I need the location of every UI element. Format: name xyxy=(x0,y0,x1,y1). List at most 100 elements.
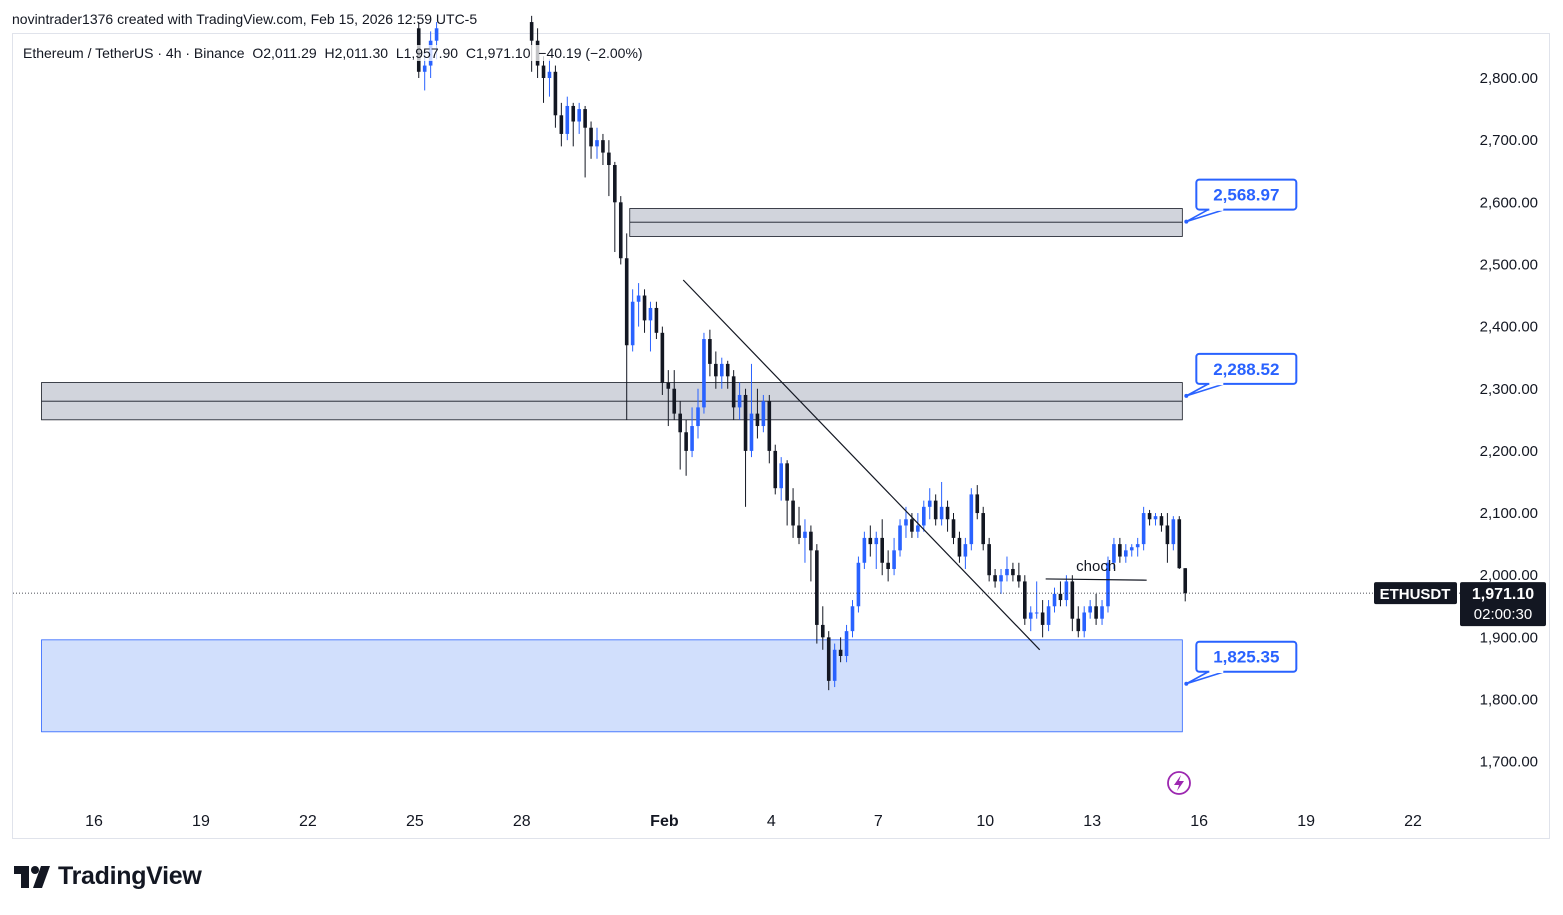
price-tick-label: 1,900.00 xyxy=(1480,629,1538,646)
candle xyxy=(1147,509,1152,526)
candle-body xyxy=(618,202,623,259)
candle xyxy=(880,519,884,576)
candle xyxy=(666,370,671,427)
candle xyxy=(1165,513,1170,563)
candle xyxy=(1005,556,1009,582)
candle-body xyxy=(541,65,546,78)
candle xyxy=(749,363,754,458)
lightning-icon[interactable] xyxy=(1167,771,1191,795)
callout-price-label: 2,568.97 xyxy=(1213,186,1279,205)
candle-body xyxy=(898,525,902,551)
candle xyxy=(1040,600,1045,638)
candle xyxy=(613,161,617,253)
candle xyxy=(1011,562,1015,582)
candle-body xyxy=(1129,547,1134,551)
callout-box xyxy=(1195,178,1298,211)
time-tick-label: 13 xyxy=(1083,813,1101,830)
candle xyxy=(725,360,730,389)
candle xyxy=(815,544,819,644)
candle-body xyxy=(571,105,576,122)
symbol-name[interactable]: Ethereum / TetherUS · 4h · Binance xyxy=(23,45,245,61)
candle-body xyxy=(1124,550,1128,557)
time-tick-label: 25 xyxy=(406,813,424,830)
candle-body xyxy=(1046,606,1051,625)
candle-body xyxy=(957,537,962,557)
candle-body xyxy=(1094,606,1098,619)
candle-body xyxy=(589,127,593,147)
candle-body xyxy=(613,165,617,203)
candle-body xyxy=(850,606,855,632)
candle xyxy=(1076,606,1081,638)
candle xyxy=(1052,587,1057,613)
time-axis[interactable]: 16 19 22 25 28 Feb 4 7 10 13 16 19 22 xyxy=(85,813,1422,830)
candle-body xyxy=(1028,612,1033,619)
candle xyxy=(1106,556,1110,613)
tradingview-logo-icon xyxy=(14,865,50,888)
candle xyxy=(1135,537,1140,557)
candle xyxy=(868,525,873,557)
candle xyxy=(624,233,629,420)
candle xyxy=(1183,568,1188,602)
candle-body xyxy=(630,301,635,346)
price-tick-label: 2,000.00 xyxy=(1480,567,1538,584)
candle xyxy=(1046,600,1051,632)
candle xyxy=(874,531,879,569)
candle xyxy=(886,550,890,582)
candle xyxy=(987,537,991,582)
candle xyxy=(1088,600,1092,619)
candle xyxy=(898,519,902,557)
callout-anchor xyxy=(1184,681,1189,686)
candle-body xyxy=(601,140,605,153)
candle-body xyxy=(755,413,760,427)
candle xyxy=(999,568,1003,594)
time-tick-label: 22 xyxy=(1404,813,1422,830)
tradingview-logo[interactable]: TradingView xyxy=(14,862,202,891)
candle-body xyxy=(678,413,682,433)
candle-body xyxy=(904,519,908,526)
callout-price-label: 1,825.35 xyxy=(1213,648,1279,667)
candle-body xyxy=(969,494,974,545)
candle xyxy=(660,326,665,395)
candle-body xyxy=(714,363,718,377)
candle-body xyxy=(1183,568,1188,594)
candle-body xyxy=(1070,581,1075,619)
ohlc-low: L1,957.90 xyxy=(395,45,459,61)
candle xyxy=(714,351,718,389)
candle-body xyxy=(945,506,950,520)
ohlc-high: H2,011.30 xyxy=(324,45,389,61)
time-tick-label: 16 xyxy=(1190,813,1208,830)
price-axis[interactable]: 2,800.00 2,700.00 2,600.00 2,500.00 2,400.00… xyxy=(1480,70,1538,771)
candle xyxy=(856,556,861,613)
candle-body xyxy=(844,631,849,656)
time-tick-label: 19 xyxy=(192,813,210,830)
candle xyxy=(1023,575,1027,625)
time-tick-label: Feb xyxy=(650,813,679,830)
candle xyxy=(1153,513,1158,526)
candle-body xyxy=(933,500,938,520)
price-tick-label: 2,600.00 xyxy=(1480,194,1538,211)
symbol-tag-text: ETHUSDT xyxy=(1380,586,1451,603)
candle xyxy=(636,283,641,327)
candle xyxy=(618,196,623,265)
candle-body xyxy=(725,363,730,377)
candle xyxy=(1129,544,1134,557)
candle xyxy=(838,637,843,663)
candle xyxy=(797,506,801,545)
symbol-legend[interactable]: Ethereum / TetherUS · 4h · Binance O2,01… xyxy=(23,45,643,61)
price-tick-label: 2,800.00 xyxy=(1480,70,1538,87)
candle xyxy=(981,506,986,551)
ohlc-close: C1,971.10 xyxy=(465,45,531,61)
candle-body xyxy=(654,307,659,333)
candle xyxy=(654,301,659,340)
candle-body xyxy=(1076,618,1081,632)
callout-box xyxy=(1195,640,1298,673)
candle-body xyxy=(684,432,688,451)
callout-box xyxy=(1195,352,1298,385)
candle xyxy=(820,606,825,650)
candle xyxy=(1017,562,1021,588)
candle xyxy=(1177,516,1182,569)
candle-body xyxy=(910,519,914,532)
candle-body xyxy=(1052,593,1057,607)
callout-anchor xyxy=(1184,219,1189,224)
